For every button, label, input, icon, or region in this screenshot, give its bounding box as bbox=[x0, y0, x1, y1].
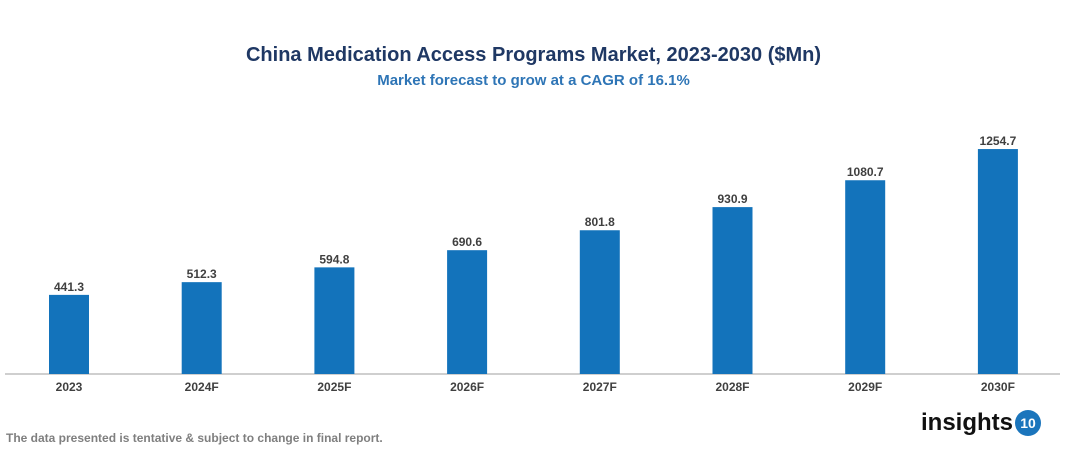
bar-2024F bbox=[181, 282, 222, 374]
x-tick-label-2023: 2023 bbox=[56, 380, 83, 394]
data-label-2028F: 930.9 bbox=[717, 192, 747, 206]
bar-2029F bbox=[845, 180, 886, 374]
disclaimer: The data presented is tentative & subjec… bbox=[6, 431, 383, 445]
data-label-2023: 441.3 bbox=[54, 280, 84, 294]
logo-number: 10 bbox=[1015, 410, 1042, 436]
bar-2023 bbox=[49, 294, 89, 374]
x-tick-label-2024F: 2024F bbox=[185, 380, 219, 394]
bar-2030F bbox=[977, 149, 1018, 374]
data-label-2030F: 1254.7 bbox=[980, 134, 1017, 148]
x-tick-label-2029F: 2029F bbox=[848, 380, 882, 394]
bar-2026F bbox=[447, 250, 488, 374]
logo-text: insights bbox=[921, 409, 1014, 436]
chart-subtitle: Market forecast to grow at a CAGR of 16.… bbox=[377, 72, 690, 89]
bar-2028F bbox=[712, 207, 753, 374]
x-tick-label-2025F: 2025F bbox=[317, 380, 351, 394]
data-label-2024F: 512.3 bbox=[187, 267, 217, 281]
insights10-logo: insights 10 bbox=[921, 409, 1042, 437]
bar-2025F bbox=[314, 267, 355, 374]
x-tick-label-2028F: 2028F bbox=[715, 380, 749, 394]
data-label-2027F: 801.8 bbox=[585, 215, 615, 229]
x-tick-label-2027F: 2027F bbox=[583, 380, 617, 394]
x-tick-label-2030F: 2030F bbox=[981, 380, 1015, 394]
data-label-2026F: 690.6 bbox=[452, 235, 482, 249]
data-label-2025F: 594.8 bbox=[319, 252, 349, 266]
bar-2027F bbox=[579, 230, 620, 374]
data-label-2029F: 1080.7 bbox=[847, 165, 884, 179]
x-tick-label-2026F: 2026F bbox=[450, 380, 484, 394]
chart-title: China Medication Access Programs Market,… bbox=[245, 44, 822, 66]
